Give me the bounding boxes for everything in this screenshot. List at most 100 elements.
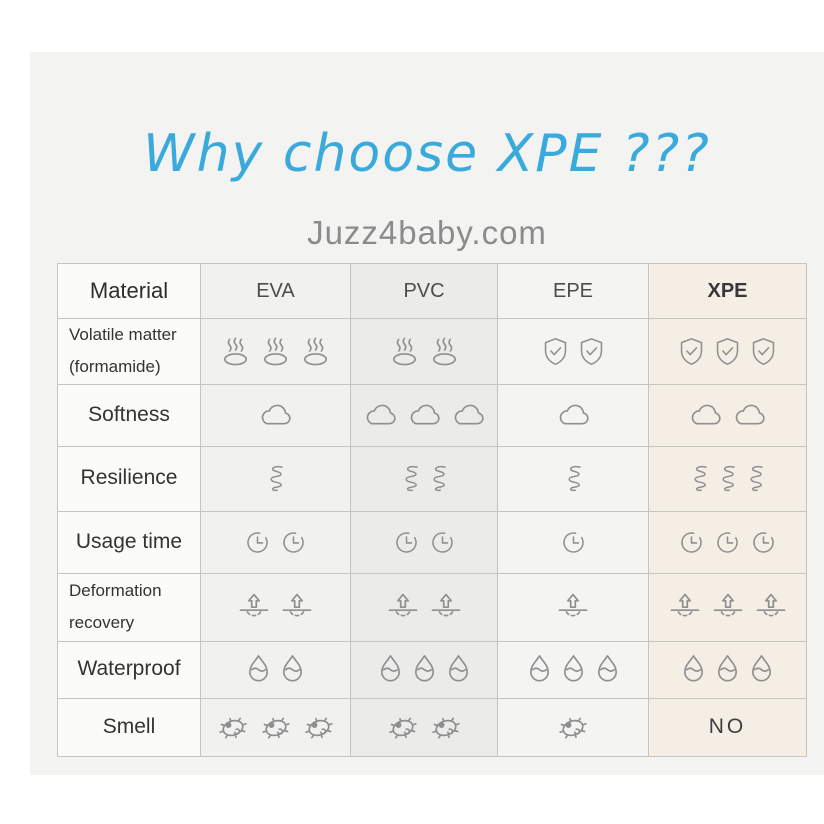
clock-icon bbox=[713, 528, 742, 557]
hot-spring-icon bbox=[219, 335, 252, 368]
table-cell bbox=[649, 592, 806, 622]
water-drop-icon bbox=[714, 653, 741, 686]
table-cell bbox=[649, 528, 806, 557]
shield-check-icon bbox=[541, 336, 570, 367]
table-row: Usage time bbox=[57, 510, 807, 574]
germ-icon bbox=[301, 712, 337, 742]
cloud-icon bbox=[687, 403, 724, 428]
table-cell bbox=[351, 462, 497, 495]
arrow-rebound-icon bbox=[555, 592, 591, 622]
shield-check-icon bbox=[713, 336, 742, 367]
clock-icon bbox=[279, 528, 308, 557]
table-cell bbox=[351, 403, 497, 428]
hot-spring-icon bbox=[299, 335, 332, 368]
arrow-rebound-icon bbox=[710, 592, 746, 622]
clock-icon bbox=[677, 528, 706, 557]
clock-icon bbox=[749, 528, 778, 557]
row-label-softness: Softness bbox=[88, 402, 170, 426]
spring-icon bbox=[428, 462, 449, 495]
hot-spring-icon bbox=[388, 335, 421, 368]
table-cell bbox=[649, 336, 806, 367]
spring-icon bbox=[745, 462, 766, 495]
table-cell bbox=[201, 462, 350, 495]
table-header-row: Material EVA PVC EPE XPE bbox=[57, 263, 807, 319]
column-header-material: Material bbox=[57, 263, 201, 319]
cloud-icon bbox=[362, 403, 399, 428]
shield-check-icon bbox=[749, 336, 778, 367]
shield-check-icon bbox=[677, 336, 706, 367]
table-row: Smell NO bbox=[57, 697, 807, 757]
table-cell bbox=[201, 653, 350, 686]
spring-icon bbox=[689, 462, 710, 495]
table-cell bbox=[498, 528, 648, 557]
table-cell: NO bbox=[708, 715, 747, 739]
water-drop-icon bbox=[445, 653, 472, 686]
row-label-usage-time: Usage time bbox=[75, 529, 183, 553]
row-label-waterproof: Waterproof bbox=[77, 657, 181, 681]
column-header-pvc: PVC bbox=[350, 263, 498, 319]
table-cell bbox=[201, 335, 350, 368]
hot-spring-icon bbox=[259, 335, 292, 368]
table-cell bbox=[351, 528, 497, 557]
column-header-epe: EPE bbox=[497, 263, 649, 319]
table-row: Deformation recovery bbox=[57, 572, 807, 642]
row-label-smell: Smell bbox=[102, 714, 156, 738]
spring-icon bbox=[717, 462, 738, 495]
germ-icon bbox=[555, 712, 591, 742]
table-row: Resilience bbox=[57, 445, 807, 512]
cloud-icon bbox=[257, 403, 294, 428]
cloud-icon bbox=[731, 403, 768, 428]
germ-icon bbox=[258, 712, 294, 742]
water-drop-icon bbox=[377, 653, 404, 686]
arrow-rebound-icon bbox=[385, 592, 421, 622]
water-drop-icon bbox=[748, 653, 775, 686]
spring-icon bbox=[563, 462, 584, 495]
table-cell bbox=[351, 712, 497, 742]
water-drop-icon bbox=[279, 653, 306, 686]
table-cell bbox=[498, 712, 648, 742]
spring-icon bbox=[265, 462, 286, 495]
table-cell bbox=[498, 653, 648, 686]
table-cell bbox=[351, 653, 497, 686]
table-row: Waterproof bbox=[57, 640, 807, 699]
clock-icon bbox=[428, 528, 457, 557]
table-row: Softness bbox=[57, 383, 807, 447]
shield-check-icon bbox=[577, 336, 606, 367]
table-cell bbox=[649, 653, 806, 686]
row-label-resilience: Resilience bbox=[80, 466, 178, 490]
hot-spring-icon bbox=[428, 335, 461, 368]
spring-icon bbox=[400, 462, 421, 495]
water-drop-icon bbox=[245, 653, 272, 686]
arrow-rebound-icon bbox=[667, 592, 703, 622]
germ-icon bbox=[428, 712, 464, 742]
row-label-volatile-matter: Volatile matter (formamide) bbox=[69, 325, 177, 377]
arrow-rebound-icon bbox=[279, 592, 315, 622]
water-drop-icon bbox=[411, 653, 438, 686]
water-drop-icon bbox=[594, 653, 621, 686]
clock-icon bbox=[243, 528, 272, 557]
table-cell bbox=[498, 403, 648, 428]
germ-icon bbox=[215, 712, 251, 742]
arrow-rebound-icon bbox=[753, 592, 789, 622]
site-watermark: Juzz4baby.com bbox=[307, 214, 547, 251]
table-cell bbox=[649, 403, 806, 428]
column-header-eva: EVA bbox=[200, 263, 351, 319]
table-cell bbox=[498, 592, 648, 622]
table-row: Volatile matter (formamide) bbox=[57, 318, 807, 385]
table-cell bbox=[201, 528, 350, 557]
table-cell bbox=[498, 462, 648, 495]
cloud-icon bbox=[555, 403, 592, 428]
table-cell bbox=[351, 592, 497, 622]
table-cell bbox=[351, 335, 497, 368]
cloud-icon bbox=[406, 403, 443, 428]
comparison-table-wrap: Material EVA PVC EPE XPE Volatile matter… bbox=[57, 263, 807, 757]
table-cell bbox=[498, 336, 648, 367]
table-cell bbox=[201, 592, 350, 622]
content-panel: Why choose XPE ??? Juzz4baby.com Materia… bbox=[30, 52, 824, 775]
row-label-deformation-recovery: Deformation recovery bbox=[69, 580, 162, 633]
germ-icon bbox=[385, 712, 421, 742]
column-header-xpe: XPE bbox=[648, 263, 807, 319]
water-drop-icon bbox=[526, 653, 553, 686]
water-drop-icon bbox=[680, 653, 707, 686]
clock-icon bbox=[392, 528, 421, 557]
